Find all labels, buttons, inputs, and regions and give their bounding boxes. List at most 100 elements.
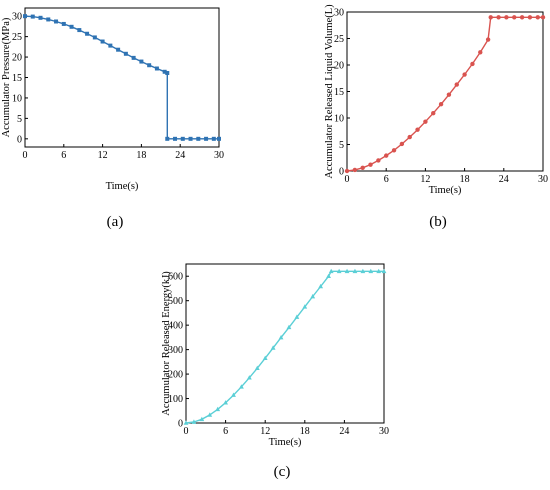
data-point-7: [239, 384, 244, 389]
data-point-15: [462, 72, 467, 77]
data-point-13: [286, 324, 292, 330]
y-tick-label: 100: [168, 394, 183, 405]
data-point-4: [376, 158, 381, 163]
data-point-24: [196, 136, 201, 141]
data-point-16: [310, 293, 316, 299]
panel-caption: (c): [274, 464, 291, 480]
data-point-13: [123, 51, 128, 56]
data-point-23: [519, 15, 525, 20]
data-point-21: [173, 136, 178, 141]
data-point-10: [100, 39, 105, 44]
data-point-15: [139, 59, 144, 64]
data-point-6: [69, 24, 74, 29]
x-tick-label: 24: [499, 174, 509, 185]
y-tick-label: 25: [334, 34, 344, 45]
data-point-19: [165, 71, 170, 76]
data-point-2: [360, 165, 365, 171]
plot-frame: [185, 263, 385, 424]
data-point-0: [183, 420, 189, 425]
data-point-26: [211, 136, 216, 141]
x-tick-label: 0: [23, 150, 28, 161]
data-point-3: [368, 162, 373, 167]
x-axis-title: Time(s): [269, 437, 302, 448]
data-point-9: [92, 35, 97, 40]
y-tick-label: 15: [334, 87, 344, 98]
x-tick-label: 0: [345, 174, 350, 185]
data-point-5: [384, 153, 389, 158]
x-tick-label: 18: [460, 174, 470, 185]
data-point-4: [215, 406, 221, 412]
series-markers: [183, 268, 387, 425]
y-tick-label: 500: [168, 296, 183, 307]
data-point-25: [376, 268, 382, 274]
y-tick-label: 200: [168, 370, 183, 381]
y-tick-label: 0: [339, 167, 344, 178]
data-point-12: [116, 47, 121, 52]
data-point-5: [223, 400, 228, 405]
data-point-13: [446, 92, 452, 97]
data-point-23: [360, 268, 366, 274]
data-point-1: [30, 14, 35, 19]
plot-frame: [346, 11, 544, 172]
data-point-3: [207, 412, 213, 417]
chart-panel-3: 0 6 12 18 24 300100200300400500600Time(s)Accu…: [161, 263, 389, 480]
data-point-25: [204, 136, 209, 141]
y-tick-label: 30: [12, 12, 22, 23]
x-tick-label: 0: [184, 426, 189, 437]
data-point-16: [147, 63, 152, 68]
x-tick-label: 12: [420, 174, 430, 185]
y-tick-label: 10: [334, 114, 344, 125]
data-point-14: [454, 82, 459, 87]
x-tick-label: 6: [61, 150, 66, 161]
series-line: [346, 16, 543, 172]
data-point-14: [294, 314, 300, 319]
data-point-3: [46, 17, 51, 22]
y-tick-label: 10: [12, 93, 22, 104]
x-tick-label: 30: [214, 150, 224, 161]
data-point-8: [407, 134, 412, 140]
data-point-25: [535, 15, 540, 20]
x-tick-label: 18: [136, 150, 146, 161]
y-tick-label: 0: [178, 419, 183, 430]
data-point-1: [191, 419, 197, 424]
plot-frame: [24, 7, 220, 148]
panel-caption: (a): [107, 214, 124, 230]
data-point-17: [154, 66, 159, 71]
x-tick-label: 12: [98, 150, 108, 161]
data-point-26: [381, 268, 387, 274]
data-point-4: [54, 19, 59, 24]
data-point-20: [496, 15, 501, 20]
data-point-6: [391, 148, 397, 153]
data-point-9: [254, 365, 260, 371]
panel-caption: (b): [429, 214, 447, 230]
data-point-17: [478, 50, 483, 55]
data-point-22: [180, 136, 185, 141]
y-tick-label: 300: [168, 345, 183, 356]
data-point-5: [61, 21, 66, 26]
series-markers: [23, 14, 221, 141]
x-tick-label: 18: [300, 426, 310, 437]
x-tick-label: 12: [260, 426, 270, 437]
data-point-15: [302, 304, 308, 309]
data-point-10: [423, 119, 428, 124]
data-point-22: [512, 15, 517, 20]
data-point-21: [504, 15, 509, 20]
x-tick-label: 30: [538, 174, 548, 185]
x-tick-label: 6: [223, 426, 228, 437]
data-point-12: [438, 102, 444, 107]
data-point-0: [344, 168, 350, 174]
data-point-7: [77, 28, 82, 33]
data-point-23: [188, 136, 193, 141]
data-point-24: [527, 15, 533, 20]
y-tick-label: 5: [339, 140, 344, 151]
data-point-22: [352, 268, 358, 274]
data-point-17: [318, 283, 324, 289]
data-point-20: [165, 136, 170, 141]
series-line: [24, 15, 219, 140]
data-point-10: [262, 355, 268, 360]
y-tick-label: 0: [17, 134, 22, 145]
x-tick-label: 24: [175, 150, 185, 161]
data-point-18: [485, 37, 491, 42]
y-axis-title: Accumulator Released Liquid Volume(L): [324, 4, 335, 179]
y-tick-label: 5: [17, 114, 22, 125]
